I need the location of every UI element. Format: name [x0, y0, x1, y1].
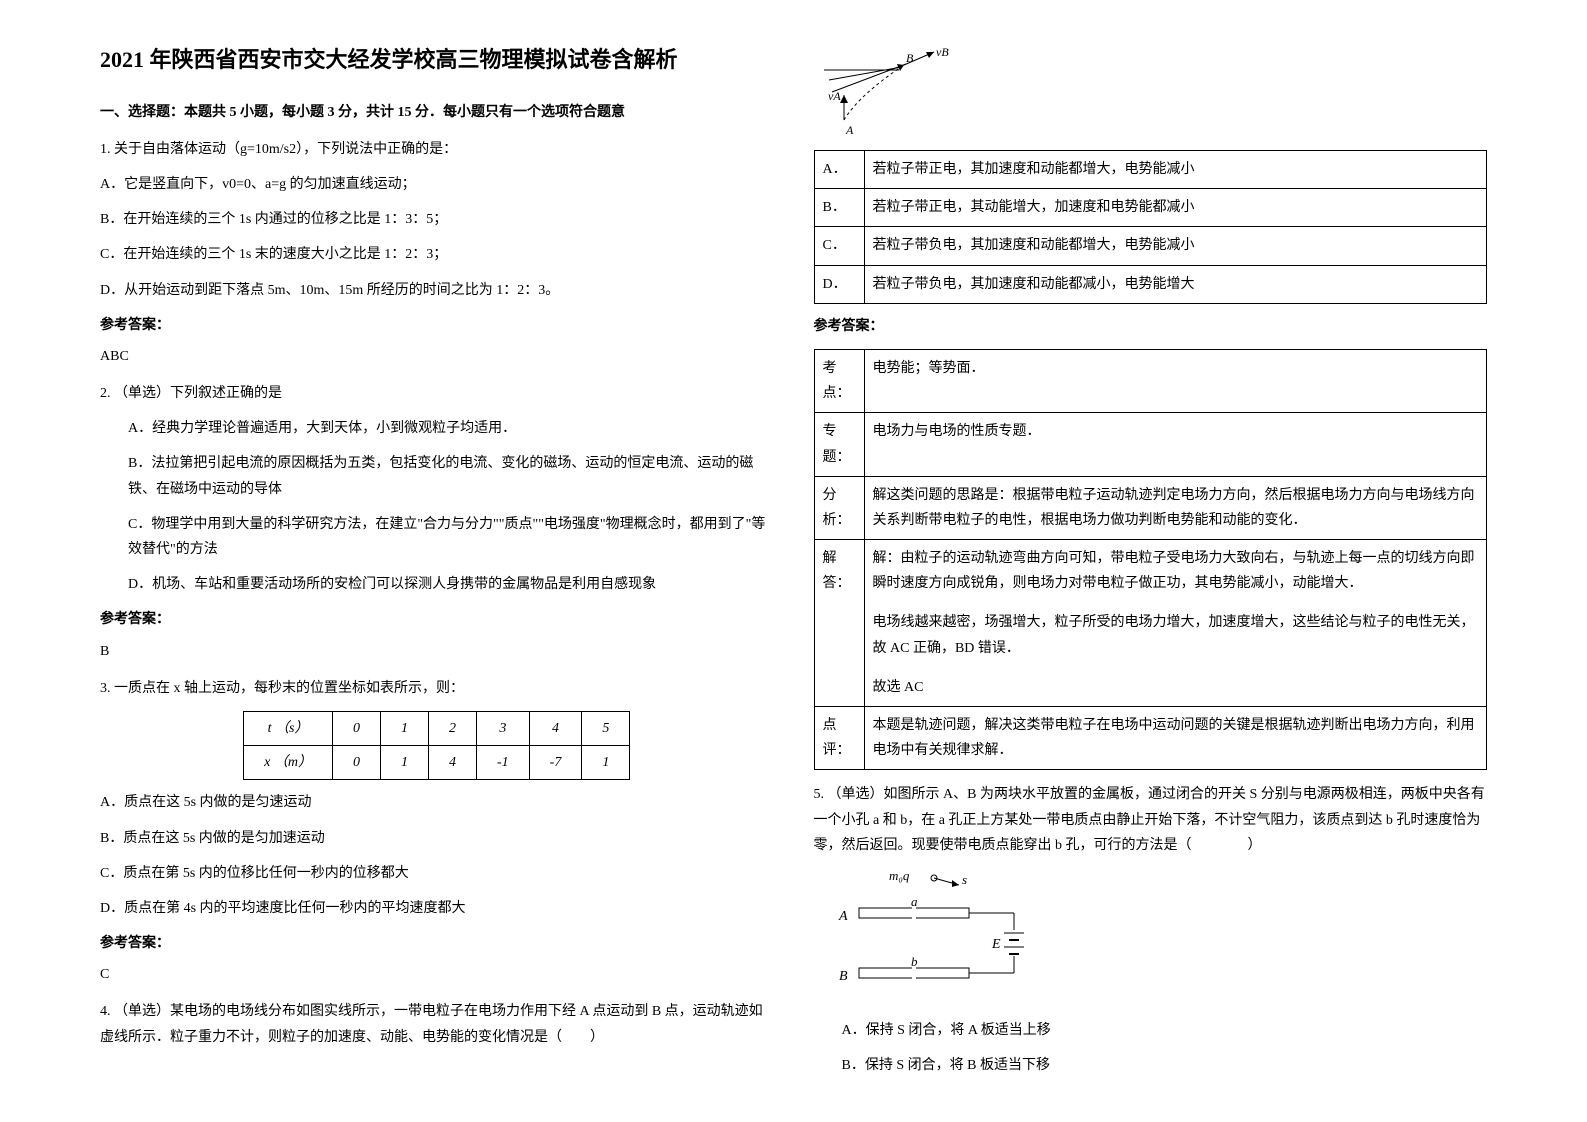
table-row: B． 若粒子带正电，其动能增大，加速度和电势能都减小	[814, 189, 1487, 227]
label-E: E	[991, 937, 1001, 952]
paragraph: 解：由粒子的运动轨迹弯曲方向可知，带电粒子受电场力大致向右，与轨迹上每一点的切线…	[873, 546, 1479, 596]
row-label: 分析：	[814, 476, 864, 539]
opt-text: 若粒子带负电，其加速度和动能都减小，电势能增大	[864, 265, 1487, 303]
label-s: s	[962, 872, 967, 887]
q5-stem-text: 5. （单选）如图所示 A、B 为两块水平放置的金属板，通过闭合的开关 S 分别…	[814, 787, 1485, 852]
table-row: 解答： 解：由粒子的运动轨迹弯曲方向可知，带电粒子受电场力大致向右，与轨迹上每一…	[814, 540, 1487, 707]
q3-option-c: C．质点在第 5s 内的位移比任何一秒内的位移都大	[100, 861, 774, 886]
q1-option-a: A．它是竖直向下，v0=0、a=g 的匀加速直线运动；	[100, 172, 774, 197]
q5-stem-close: ）	[1248, 838, 1262, 853]
cell: x （m）	[244, 746, 333, 780]
paragraph: 故选 AC	[873, 675, 1479, 700]
table-row: D． 若粒子带负电，其加速度和动能都减小，电势能增大	[814, 265, 1487, 303]
q3-option-b: B．质点在这 5s 内做的是匀加速运动	[100, 826, 774, 851]
cell: 4	[428, 746, 476, 780]
label-A: A	[845, 123, 854, 137]
cell: 1	[582, 746, 630, 780]
opt-label: C．	[814, 227, 864, 265]
q3-option-d: D．质点在第 4s 内的平均速度比任何一秒内的平均速度都大	[100, 896, 774, 921]
table-row: t （s） 0 1 2 3 4 5	[244, 711, 630, 745]
q4-figure: B vB A vA	[814, 40, 1488, 140]
q3-table: t （s） 0 1 2 3 4 5 x （m） 0 1 4 -1 -7 1	[243, 711, 630, 780]
q2-option-b: B．法拉第把引起电流的原因概括为五类，包括变化的电流、变化的磁场、运动的恒定电流…	[128, 451, 774, 501]
q2-stem: 2. （单选）下列叙述正确的是	[100, 381, 774, 406]
q3-answer: C	[100, 962, 774, 987]
table-row: A． 若粒子带正电，其加速度和动能都增大，电势能减小	[814, 151, 1487, 189]
cell: 1	[380, 711, 428, 745]
q2-option-a: A．经典力学理论普遍适用，大到天体，小到微观粒子均适用．	[128, 416, 774, 441]
row-label: 考点：	[814, 349, 864, 412]
table-row: 点评： 本题是轨迹问题，解决这类带电粒子在电场中运动问题的关键是根据轨迹判断出电…	[814, 707, 1487, 770]
q1-option-d: D．从开始运动到距下落点 5m、10m、15m 所经历的时间之比为 1：2：3。	[100, 278, 774, 303]
q5-figure: m₀q s A a B b E	[834, 868, 1488, 1008]
right-column: B vB A vA A． 若粒子带正电，其加速度和动能都增大，电势能减小 B． …	[794, 40, 1508, 1082]
opt-label: B．	[814, 189, 864, 227]
q1-option-c: C．在开始连续的三个 1s 末的速度大小之比是 1：2：3；	[100, 242, 774, 267]
cell: 1	[380, 746, 428, 780]
q2-answer-label: 参考答案：	[100, 607, 774, 632]
q1-answer: ABC	[100, 344, 774, 369]
table-row: x （m） 0 1 4 -1 -7 1	[244, 746, 630, 780]
q4-stem: 4. （单选）某电场的电场线分布如图实线所示，一带电粒子在电场力作用下经 A 点…	[100, 999, 774, 1049]
q4-solution-table: 考点： 电势能；等势面． 专题： 电场力与电场的性质专题． 分析： 解这类问题的…	[814, 349, 1488, 770]
opt-text: 若粒子带正电，其动能增大，加速度和电势能都减小	[864, 189, 1487, 227]
table-row: 专题： 电场力与电场的性质专题．	[814, 413, 1487, 476]
row-text: 本题是轨迹问题，解决这类带电粒子在电场中运动问题的关键是根据轨迹判断出电场力方向…	[864, 707, 1487, 770]
cell: -7	[529, 746, 582, 780]
table-row: 分析： 解这类问题的思路是：根据带电粒子运动轨迹判定电场力方向，然后根据电场力方…	[814, 476, 1487, 539]
q2-option-c: C．物理学中用到大量的科学研究方法，在建立"合力与分力""质点""电场强度"物理…	[128, 512, 774, 562]
q3-stem: 3. 一质点在 x 轴上运动，每秒末的位置坐标如表所示，则：	[100, 676, 774, 701]
q2-answer: B	[100, 639, 774, 664]
q1-answer-label: 参考答案：	[100, 313, 774, 338]
row-text: 电势能；等势面．	[864, 349, 1487, 412]
q2-option-d: D．机场、车站和重要活动场所的安检门可以探测人身携带的金属物品是利用自感现象	[128, 572, 774, 597]
q5-option-a: A．保持 S 闭合，将 A 板适当上移	[842, 1018, 1488, 1043]
label-A: A	[838, 909, 848, 924]
opt-text: 若粒子带正电，其加速度和动能都增大，电势能减小	[864, 151, 1487, 189]
table-row: C． 若粒子带负电，其加速度和动能都增大，电势能减小	[814, 227, 1487, 265]
q5-stem: 5. （单选）如图所示 A、B 为两块水平放置的金属板，通过闭合的开关 S 分别…	[814, 782, 1488, 858]
label-vB: vB	[936, 45, 949, 59]
q3-answer-label: 参考答案：	[100, 931, 774, 956]
label-B: B	[839, 969, 848, 984]
q3-option-a: A．质点在这 5s 内做的是匀速运动	[100, 790, 774, 815]
row-label: 解答：	[814, 540, 864, 707]
cell: -1	[476, 746, 529, 780]
opt-text: 若粒子带负电，其加速度和动能都增大，电势能减小	[864, 227, 1487, 265]
cell: 2	[428, 711, 476, 745]
label-mq: m₀q	[889, 868, 910, 883]
row-label: 点评：	[814, 707, 864, 770]
left-column: 2021 年陕西省西安市交大经发学校高三物理模拟试卷含解析 一、选择题：本题共 …	[80, 40, 794, 1082]
cell: 3	[476, 711, 529, 745]
cell: 5	[582, 711, 630, 745]
section-heading: 一、选择题：本题共 5 小题，每小题 3 分，共计 15 分．每小题只有一个选项…	[100, 100, 774, 125]
row-text: 电场力与电场的性质专题．	[864, 413, 1487, 476]
paragraph: 电场线越来越密，场强增大，粒子所受的电场力增大，加速度增大，这些结论与粒子的电性…	[873, 610, 1479, 660]
row-text: 解这类问题的思路是：根据带电粒子运动轨迹判定电场力方向，然后根据电场力方向与电场…	[864, 476, 1487, 539]
opt-label: D．	[814, 265, 864, 303]
cell: t （s）	[244, 711, 333, 745]
table-row: 考点： 电势能；等势面．	[814, 349, 1487, 412]
row-label: 专题：	[814, 413, 864, 476]
label-vA: vA	[828, 89, 841, 103]
q5-option-b: B．保持 S 闭合，将 B 板适当下移	[842, 1053, 1488, 1078]
q1-stem: 1. 关于自由落体运动（g=10m/s2），下列说法中正确的是：	[100, 137, 774, 162]
q4-answer-label: 参考答案：	[814, 314, 1488, 339]
opt-label: A．	[814, 151, 864, 189]
cell: 0	[332, 711, 380, 745]
q4-options-table: A． 若粒子带正电，其加速度和动能都增大，电势能减小 B． 若粒子带正电，其动能…	[814, 150, 1488, 304]
q1-option-b: B．在开始连续的三个 1s 内通过的位移之比是 1：3：5；	[100, 207, 774, 232]
q5-blank	[1192, 838, 1248, 853]
cell: 0	[332, 746, 380, 780]
row-text: 解：由粒子的运动轨迹弯曲方向可知，带电粒子受电场力大致向右，与轨迹上每一点的切线…	[864, 540, 1487, 707]
page-title: 2021 年陕西省西安市交大经发学校高三物理模拟试卷含解析	[100, 40, 774, 80]
cell: 4	[529, 711, 582, 745]
